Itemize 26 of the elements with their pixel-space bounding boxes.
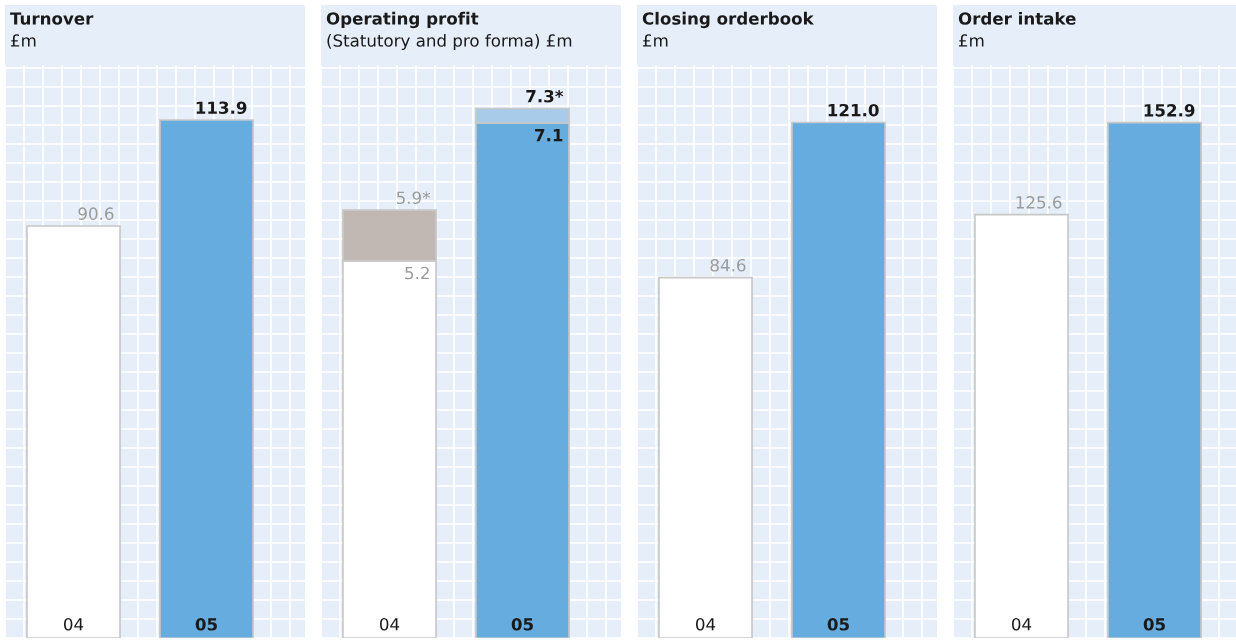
data-label: 7.1	[535, 129, 563, 142]
chart-title: Closing orderbook	[642, 11, 814, 29]
x-tick-label: 05	[511, 618, 533, 631]
chart-subtitle: £m	[11, 34, 36, 47]
chart-subtitle: £m	[959, 34, 984, 47]
chart-subtitle: £m	[643, 34, 668, 47]
x-tick-label: 04	[695, 618, 716, 631]
x-tick-label: 04	[1011, 618, 1032, 631]
data-label: 84.6	[710, 258, 746, 272]
data-label: 121.0	[828, 103, 879, 117]
total-label: 5.9*	[396, 191, 430, 205]
chart-title: Turnover	[10, 12, 94, 25]
chart-subtitle: (Statutory and pro forma) £m	[327, 33, 572, 51]
data-label: 125.6	[1016, 196, 1062, 209]
data-label: 5.2	[405, 266, 429, 280]
chart-title: Operating profit	[326, 11, 479, 29]
total-label: 7.3*	[526, 89, 564, 103]
x-tick-label: 05	[827, 618, 849, 631]
x-tick-label: 04	[63, 618, 84, 631]
x-tick-label: 05	[195, 618, 217, 631]
data-label: 152.9	[1144, 104, 1195, 117]
data-label: 113.9	[196, 101, 247, 115]
chart-title: Order intake	[958, 11, 1076, 25]
x-tick-label: 04	[379, 618, 400, 631]
x-tick-label: 05	[1143, 618, 1165, 631]
data-label: 90.6	[78, 207, 114, 220]
